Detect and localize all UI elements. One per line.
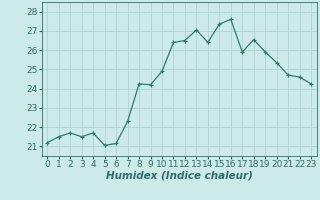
X-axis label: Humidex (Indice chaleur): Humidex (Indice chaleur) (106, 171, 252, 181)
